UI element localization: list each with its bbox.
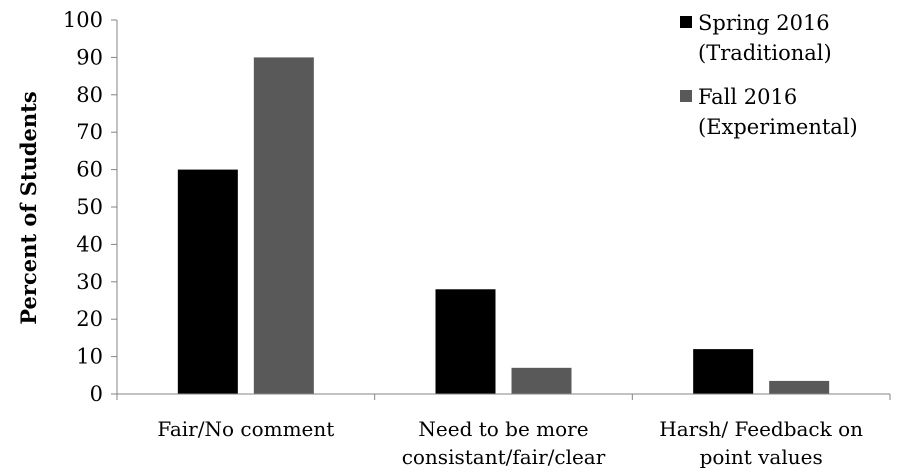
category-label: Need to be more consistant/fair/clear <box>402 417 606 469</box>
y-tick-label: 60 <box>76 158 103 182</box>
y-tick-label: 40 <box>76 232 103 256</box>
y-tick-label: 30 <box>76 270 103 294</box>
bars <box>177 57 830 395</box>
y-tick-label: 10 <box>76 345 103 369</box>
category-label: Fair/No comment <box>157 417 334 441</box>
text-line: Fall 2016 <box>698 85 797 109</box>
legend-swatch <box>680 90 692 102</box>
y-tick-label: 100 <box>63 8 103 32</box>
y-tick-label: 50 <box>76 195 103 219</box>
y-tick-label: 0 <box>90 382 103 406</box>
bar-series-1-category-1 <box>511 367 572 394</box>
bar-series-1-category-0 <box>253 57 314 395</box>
y-tick-label: 80 <box>76 83 103 107</box>
text-line: (Experimental) <box>698 115 858 139</box>
text-line: Need to be more <box>418 417 588 441</box>
bar-series-0-category-2 <box>693 349 754 394</box>
legend-label: Spring 2016 (Traditional) <box>698 11 832 65</box>
bar-series-0-category-1 <box>435 289 496 394</box>
y-axis: 0 10 20 30 40 50 60 70 80 90 100 <box>63 8 118 406</box>
y-axis-title: Percent of Students <box>16 91 41 324</box>
y-tick-label: 90 <box>76 45 103 69</box>
text-line: Fair/No comment <box>157 417 334 441</box>
legend-label: Fall 2016 (Experimental) <box>698 85 858 139</box>
category-label: Harsh/ Feedback on point values <box>659 417 863 469</box>
text-line: (Traditional) <box>698 41 832 65</box>
legend-swatch <box>680 16 692 28</box>
text-line: Harsh/ Feedback on <box>659 417 863 441</box>
bar-series-1-category-2 <box>769 380 830 394</box>
text-line: Spring 2016 <box>698 11 830 35</box>
text-line: point values <box>700 445 823 469</box>
x-axis: Fair/No comment Need to be more consistant… <box>116 393 891 469</box>
legend: Spring 2016 (Traditional) Fall 2016 (Experi… <box>680 11 858 139</box>
y-tick-label: 70 <box>76 120 103 144</box>
text-line: consistant/fair/clear <box>402 445 606 469</box>
bar-series-0-category-0 <box>177 169 238 394</box>
y-tick-label: 20 <box>76 307 103 331</box>
